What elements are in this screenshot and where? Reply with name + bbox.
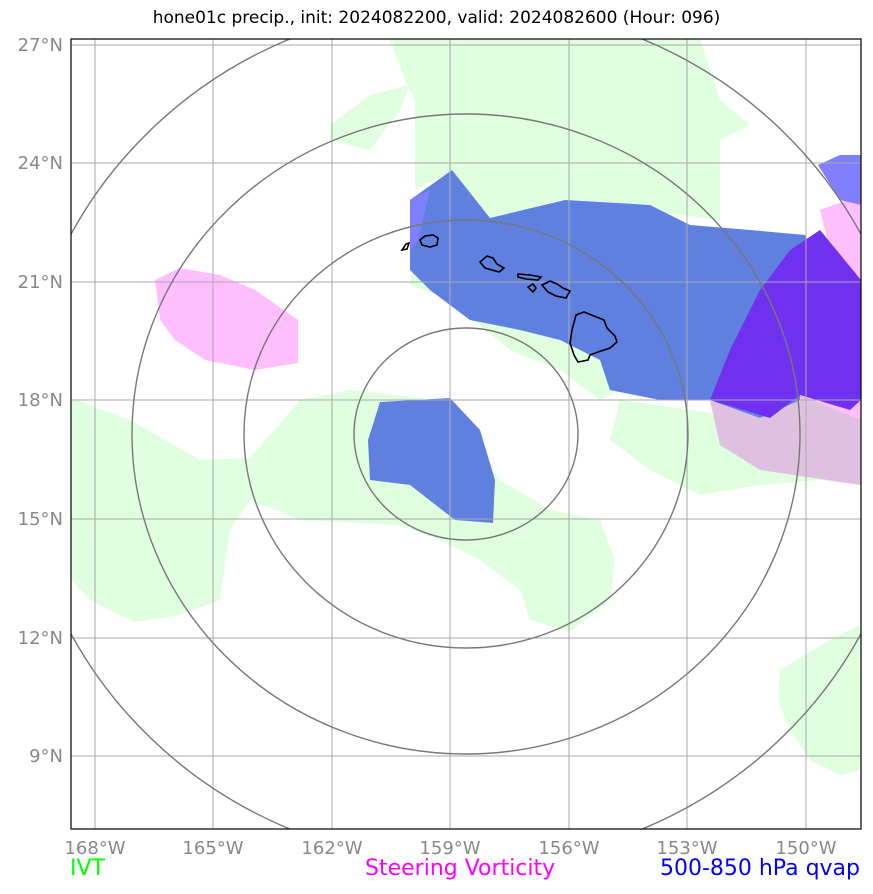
qvap-region-south	[368, 398, 495, 523]
vorticity-region-west	[155, 268, 298, 370]
qvap-region-hawaii-edge	[410, 190, 430, 250]
lon-tick-label: 150°W	[775, 838, 836, 859]
vorticity-region-east-overlap	[710, 395, 861, 485]
lat-tick-label: 9°N	[29, 746, 63, 767]
island-lanai	[526, 282, 537, 294]
lon-tick-label: 156°W	[538, 838, 599, 859]
lon-tick-label: 153°W	[656, 838, 717, 859]
range-ring-3	[131, 113, 801, 755]
plot-area	[71, 39, 861, 829]
legend-ivt: IVT	[70, 856, 105, 881]
lat-tick-label: 15°N	[18, 509, 63, 530]
lat-tick-label: 21°N	[18, 272, 63, 293]
plot-border	[70, 38, 862, 830]
island-maui	[540, 280, 572, 299]
map-title: hone01c precip., init: 2024082200, valid…	[152, 8, 721, 28]
lat-axis: 27°N 24°N 21°N 18°N 15°N 12°N 9°N	[18, 35, 63, 767]
range-ring-1	[353, 327, 579, 541]
ivt-region-west	[71, 390, 615, 632]
island-molokai	[517, 273, 543, 281]
legend-steering-vorticity: Steering Vorticity	[365, 856, 556, 881]
lat-tick-label: 24°N	[18, 153, 63, 174]
qvap-region-northeast	[818, 155, 861, 205]
island-hawaii	[569, 311, 618, 363]
qvap-region-east-dark	[710, 230, 861, 418]
lon-tick-label: 168°W	[64, 838, 125, 859]
range-ring-2	[243, 219, 689, 649]
lon-tick-label: 162°W	[301, 838, 362, 859]
island-kauai	[419, 234, 439, 248]
island-oahu	[478, 255, 506, 273]
lat-tick-label: 27°N	[18, 35, 63, 56]
lat-tick-label: 12°N	[18, 628, 63, 649]
coastlines	[400, 234, 618, 363]
ivt-region-center	[410, 250, 620, 400]
legend-qvap: 500-850 hPa qvap	[659, 856, 860, 881]
gridlines	[71, 39, 861, 829]
lon-axis: 168°W 165°W 162°W 159°W 156°W 153°W 150°…	[64, 838, 836, 859]
qvap-region-hawaii	[410, 170, 820, 418]
lon-tick-label: 165°W	[182, 838, 243, 859]
range-rings	[71, 39, 861, 829]
qvap-field	[368, 155, 861, 523]
ivt-region-southeast	[778, 625, 861, 775]
lat-tick-label: 18°N	[18, 390, 63, 411]
lon-tick-label: 159°W	[419, 838, 480, 859]
ivt-region-northwest	[330, 85, 410, 150]
island-niihau	[400, 241, 411, 252]
